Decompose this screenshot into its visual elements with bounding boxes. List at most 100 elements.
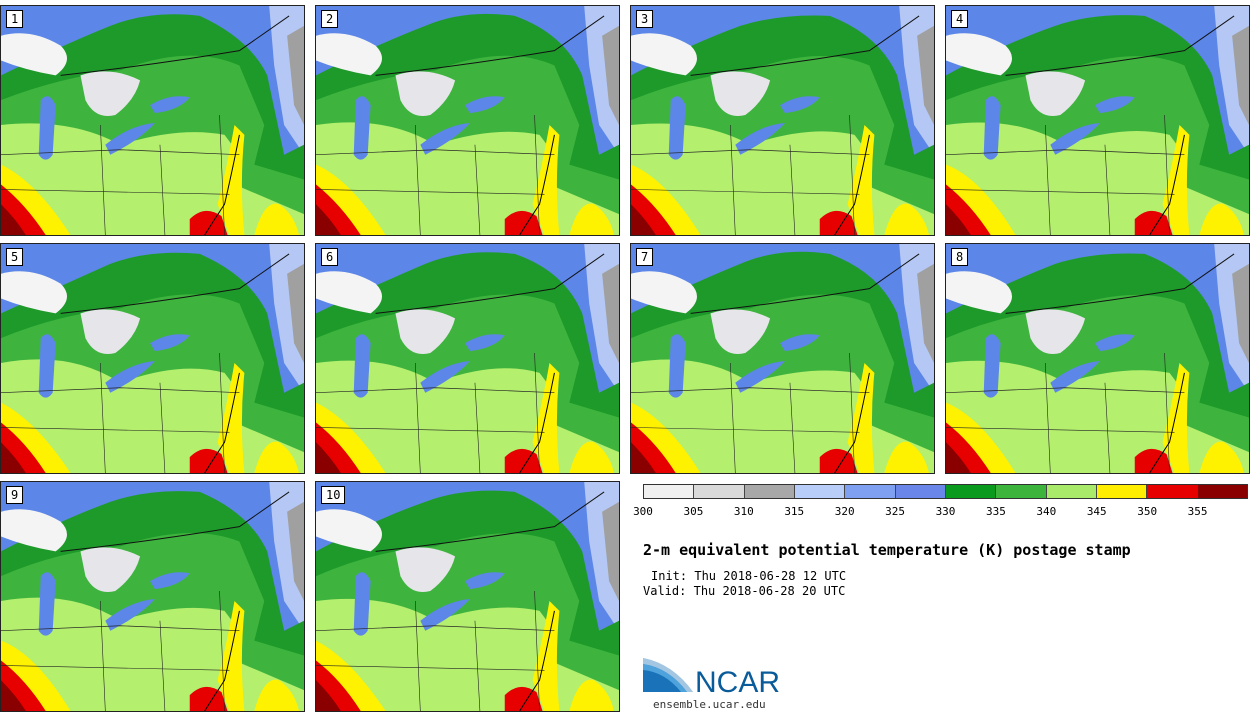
- dry-region-nw: [316, 33, 382, 76]
- member-panel-8[interactable]: 8: [945, 243, 1250, 474]
- member-number: 2: [321, 10, 339, 28]
- state-borders: [316, 115, 545, 235]
- lake-erie: [420, 122, 470, 155]
- country-border: [690, 253, 920, 314]
- colorbar-segment: [744, 485, 795, 498]
- very-humid-coast: [1162, 124, 1190, 235]
- state-border: [316, 625, 555, 632]
- coldest-region: [602, 263, 619, 363]
- member-number: 3: [636, 10, 654, 28]
- very-humid-coast: [217, 600, 245, 711]
- colorbar-tick-label: 340: [1036, 505, 1057, 518]
- lake-huron: [395, 547, 456, 593]
- state-borders: [316, 353, 545, 473]
- very-humid-coast: [217, 124, 245, 235]
- coastline: [204, 610, 240, 711]
- lake-michigan: [668, 334, 686, 398]
- hottest-region-sw: [946, 442, 971, 473]
- lake-ontario: [1095, 96, 1135, 114]
- hot-region-se: [819, 210, 858, 235]
- colorbar-segment: [644, 485, 695, 498]
- colorbar: [643, 484, 1248, 499]
- state-borders: [1, 115, 230, 235]
- lake-ontario: [1095, 334, 1135, 352]
- state-borders: [946, 115, 1175, 235]
- lake-huron: [710, 71, 771, 117]
- member-panel-7[interactable]: 7: [630, 243, 935, 474]
- colorbar-tick-label: 350: [1137, 505, 1158, 518]
- member-panel-4[interactable]: 4: [945, 5, 1250, 236]
- lake-huron: [1025, 309, 1086, 355]
- member-panel-6[interactable]: 6: [315, 243, 620, 474]
- state-border: [946, 149, 1185, 156]
- member-panel-5[interactable]: 5: [0, 243, 305, 474]
- lake-michigan: [983, 96, 1001, 160]
- very-humid-coast: [217, 362, 245, 473]
- valid-time: Valid: Thu 2018-06-28 20 UTC: [643, 584, 845, 598]
- lake-ontario: [465, 334, 505, 352]
- colorbar-segment: [996, 485, 1047, 498]
- map-4: [946, 6, 1249, 235]
- hottest-region-sw: [316, 204, 341, 235]
- member-number: 10: [321, 486, 346, 504]
- colorbar-segment: [1046, 485, 1097, 498]
- member-panel-3[interactable]: 3: [630, 5, 935, 236]
- colorbar-segment: [845, 485, 896, 498]
- country-border: [375, 253, 605, 314]
- member-panel-9[interactable]: 9: [0, 481, 305, 712]
- very-humid-se: [569, 203, 615, 235]
- state-border: [1, 149, 240, 156]
- state-borders: [631, 353, 860, 473]
- member-panel-1[interactable]: 1: [0, 5, 305, 236]
- very-humid-se: [1199, 203, 1245, 235]
- country-border: [60, 15, 290, 76]
- lake-michigan: [353, 96, 371, 160]
- member-number: 9: [6, 486, 24, 504]
- state-borders: [946, 353, 1175, 473]
- member-number: 4: [951, 10, 969, 28]
- coastline: [204, 372, 240, 473]
- logo-text: NCAR: [695, 666, 780, 696]
- ncar-logo[interactable]: NCAR: [643, 656, 793, 699]
- state-border: [316, 149, 555, 156]
- lake-erie: [735, 360, 785, 393]
- map-7: [631, 244, 934, 473]
- colorbar-tick-label: 325: [885, 505, 906, 518]
- country-border: [375, 491, 605, 552]
- state-border: [1, 387, 240, 394]
- country-border: [1005, 15, 1235, 76]
- colorbar-segment: [694, 485, 745, 498]
- very-humid-se: [569, 441, 615, 473]
- member-panel-2[interactable]: 2: [315, 5, 620, 236]
- colorbar-tick-label: 320: [834, 505, 855, 518]
- coastline: [1149, 134, 1185, 235]
- map-9: [1, 482, 304, 711]
- init-label: Init:: [651, 569, 688, 583]
- dry-region-nw: [631, 271, 697, 314]
- lake-huron: [395, 309, 456, 355]
- coldest-region: [917, 25, 934, 125]
- dry-region-nw: [946, 33, 1012, 76]
- lake-ontario: [465, 572, 505, 590]
- ncar-logo-icon: NCAR: [643, 658, 780, 699]
- lake-erie: [1050, 122, 1100, 155]
- hottest-region-sw: [631, 442, 656, 473]
- hot-region-se: [504, 686, 543, 711]
- website-link[interactable]: ensemble.ucar.edu: [653, 698, 766, 711]
- lake-ontario: [150, 334, 190, 352]
- member-panel-10[interactable]: 10: [315, 481, 620, 712]
- lake-ontario: [780, 334, 820, 352]
- hottest-region-sw: [946, 204, 971, 235]
- lake-ontario: [780, 96, 820, 114]
- country-border: [60, 253, 290, 314]
- hot-region-se: [504, 210, 543, 235]
- coastline: [519, 134, 555, 235]
- lake-erie: [105, 360, 155, 393]
- hottest-region-sw: [1, 204, 26, 235]
- map-3: [631, 6, 934, 235]
- coldest-region: [1232, 263, 1249, 363]
- member-number: 7: [636, 248, 654, 266]
- colorbar-segment: [895, 485, 946, 498]
- init-value: Thu 2018-06-28 12 UTC: [694, 569, 847, 583]
- very-humid-coast: [532, 362, 560, 473]
